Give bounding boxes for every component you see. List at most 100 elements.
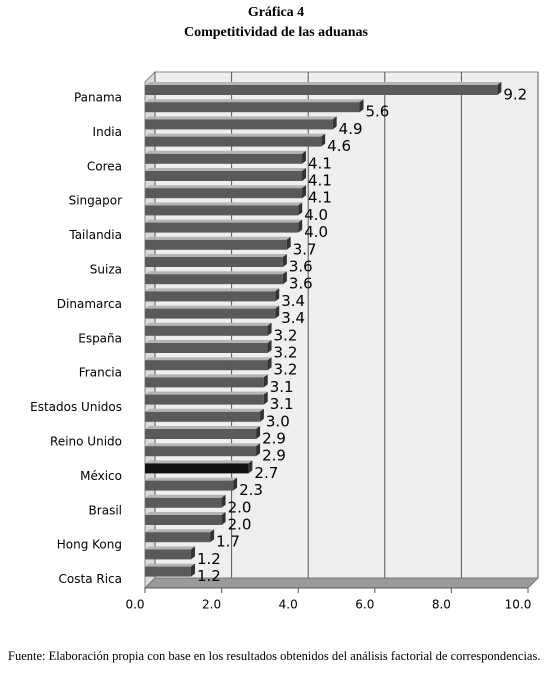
bar-top: [145, 512, 226, 515]
x-tick-label: 2.0: [202, 598, 221, 612]
bar-top: [145, 460, 253, 464]
bar-top: [145, 82, 502, 85]
bar-top: [145, 340, 272, 343]
chart-subtitle: Competitividad de las aduanas: [184, 25, 369, 40]
bar-side: [256, 426, 261, 439]
bar: [145, 171, 303, 181]
value-label: 2.0: [228, 498, 252, 516]
value-label: 3.2: [274, 344, 298, 362]
y-tick-label: Suiza: [90, 263, 122, 277]
value-label: 9.2: [503, 86, 527, 104]
y-tick-label: México: [80, 469, 122, 483]
bar: [145, 102, 360, 113]
bar-top: [145, 374, 268, 378]
bar: [145, 532, 211, 543]
bar-top: [145, 288, 280, 292]
y-tick-label: Corea: [87, 159, 122, 173]
y-tick-label: Brasil: [89, 503, 122, 517]
bar-side: [263, 391, 268, 405]
value-label: 1.2: [197, 567, 221, 585]
value-label: 3.6: [289, 275, 313, 293]
bar-top: [145, 254, 287, 257]
bar-top: [145, 426, 261, 429]
chart: Gráfica 4 Competitividad de las aduanas …: [30, 5, 540, 612]
bar-side: [190, 563, 195, 577]
y-tick-label: Estados Unidos: [30, 400, 122, 414]
bar-side: [302, 168, 307, 181]
bar-top: [145, 133, 326, 137]
bar: [145, 515, 222, 525]
bar-top: [145, 150, 307, 154]
bar-side: [259, 408, 264, 422]
x-tick-label: 4.0: [279, 598, 298, 612]
value-label: 1.2: [197, 550, 221, 568]
bar-top: [145, 305, 280, 309]
bar-top: [145, 202, 303, 206]
value-label: 3.6: [289, 258, 313, 276]
source-note: Fuente: Elaboración propia con base en l…: [8, 649, 541, 663]
bar-top: [145, 494, 226, 498]
bar-top: [145, 322, 272, 326]
bar: [145, 394, 264, 405]
bar-side: [267, 322, 272, 336]
value-label: 2.3: [239, 481, 263, 499]
bar-side: [248, 460, 253, 474]
bar-top: [145, 477, 238, 481]
value-label: 4.0: [304, 206, 328, 224]
bar-side: [359, 99, 364, 113]
x-tick-label: 8.0: [432, 598, 451, 612]
bar-top: [145, 185, 307, 189]
bar: [145, 239, 287, 250]
value-label: 3.2: [274, 361, 298, 379]
bar-side: [221, 512, 226, 525]
x-tick-label: 0.0: [125, 598, 144, 612]
bar: [145, 291, 276, 302]
y-tick-label: Costa Rica: [59, 572, 122, 586]
value-label: 4.1: [308, 172, 332, 190]
bar: [145, 188, 303, 199]
value-label: 4.0: [304, 223, 328, 241]
bar: [145, 429, 257, 439]
bar: [145, 136, 322, 147]
y-tick-label: India: [93, 125, 122, 139]
bar: [145, 497, 222, 508]
bar-side: [286, 236, 291, 250]
bar: [145, 119, 333, 130]
value-label: 4.1: [308, 189, 332, 207]
value-label: 2.7: [254, 464, 278, 482]
chart-title: Gráfica 4: [248, 5, 304, 20]
bar-top: [145, 546, 195, 550]
value-label: 3.1: [270, 378, 294, 396]
bar-side: [267, 340, 272, 353]
bar: [145, 549, 191, 560]
x-tick-label: 10.0: [505, 598, 532, 612]
bar-side: [302, 185, 307, 199]
value-label: 4.9: [339, 120, 363, 138]
bar-top: [145, 391, 268, 395]
bar: [145, 480, 234, 491]
bar: [145, 325, 268, 336]
bar-side: [497, 82, 502, 95]
bar: [145, 411, 260, 422]
y-tick-label: Hong Kong: [57, 538, 122, 552]
bar-side: [233, 477, 238, 491]
bar-top: [145, 99, 364, 103]
bar: [145, 343, 268, 353]
bar-side: [302, 150, 307, 164]
y-tick-label: Francia: [79, 366, 122, 380]
bar-side: [298, 202, 303, 216]
value-label: 3.1: [270, 395, 294, 413]
bar-top: [145, 443, 261, 447]
bar-top: [145, 219, 303, 223]
bar-side: [321, 133, 326, 147]
value-label: 3.4: [281, 292, 305, 310]
value-label: 2.0: [228, 516, 252, 534]
bar-side: [267, 357, 272, 371]
bar-side: [282, 271, 287, 285]
bar: [145, 463, 249, 474]
bar: [145, 360, 268, 371]
bar-side: [210, 529, 215, 543]
value-label: 3.7: [293, 240, 317, 258]
bar-top: [145, 168, 307, 171]
